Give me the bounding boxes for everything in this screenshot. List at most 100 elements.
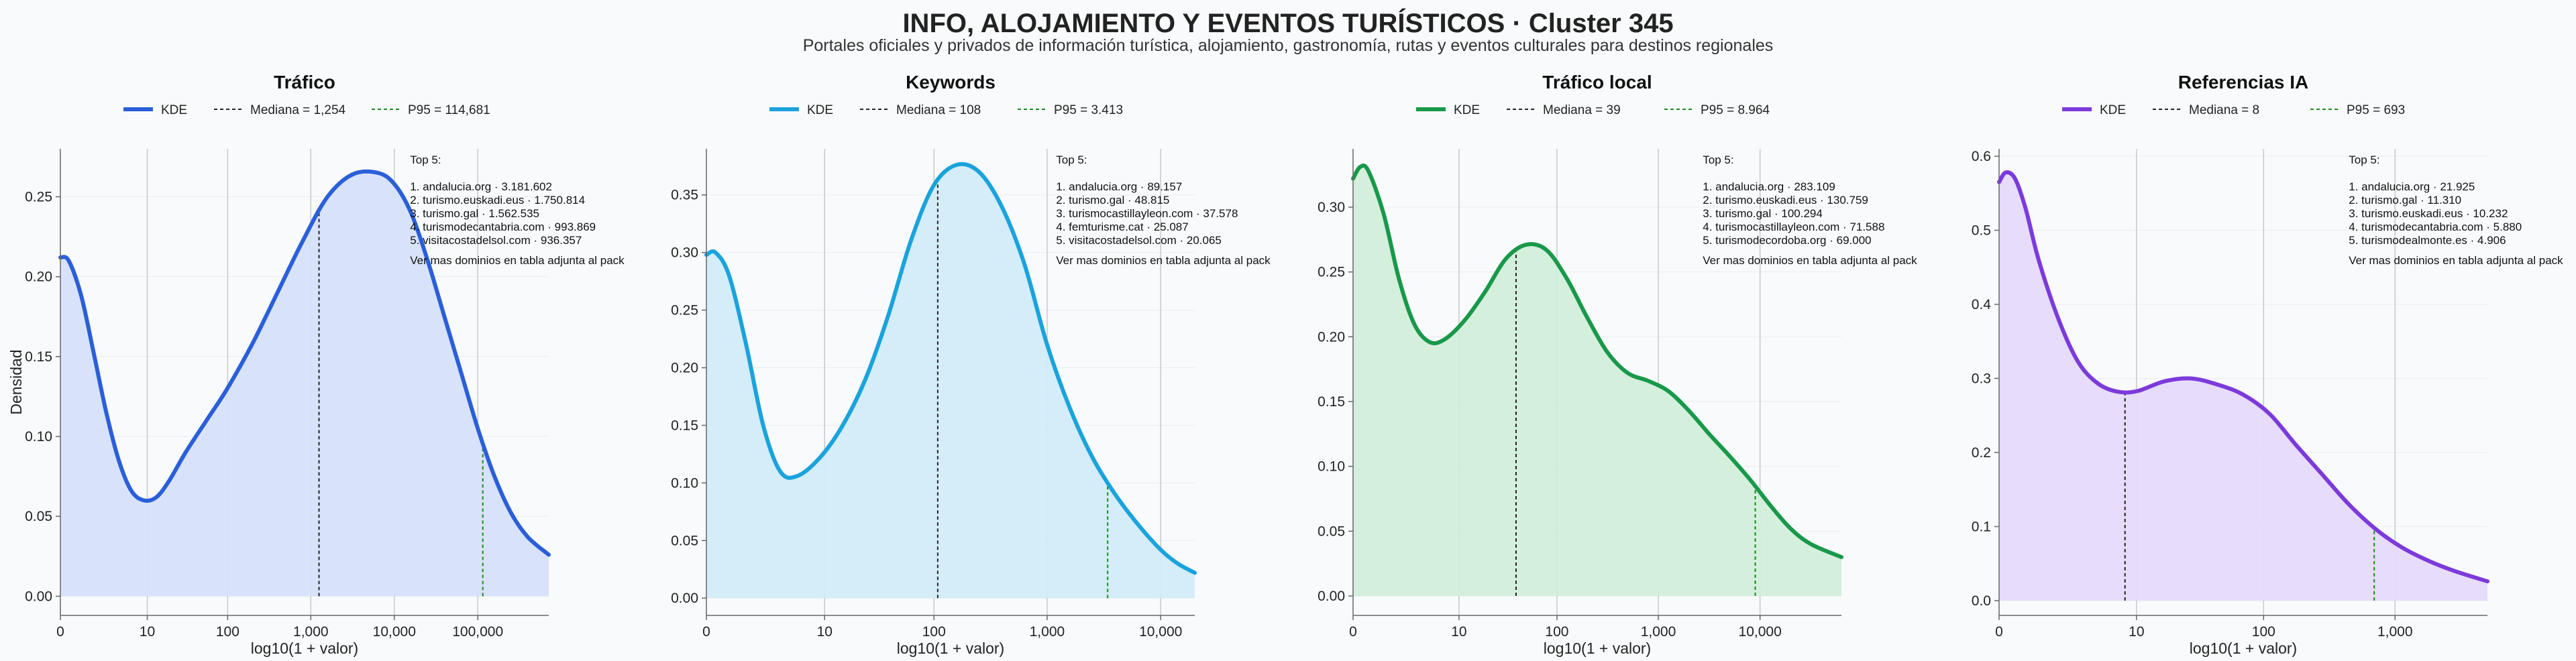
legend-median-label: Mediana = 8 bbox=[2189, 103, 2259, 117]
y-tick-label: 0.35 bbox=[671, 188, 698, 203]
y-tick-label: 0.25 bbox=[1318, 265, 1345, 280]
figure-subtitle: Portales oficiales y privados de informa… bbox=[803, 36, 1774, 55]
chart-panel-2: Keywords KDE Mediana = 108 P95 = 3.413 0.00 0… bbox=[671, 72, 1271, 657]
x-tick-label: 100 bbox=[1545, 624, 1568, 640]
panel-title: Keywords bbox=[906, 72, 996, 93]
top5-item: 2. turismo.gal · 11.310 bbox=[2349, 194, 2461, 206]
x-tick-label: 1,000 bbox=[1641, 624, 1676, 640]
panel-title: Tráfico bbox=[274, 72, 335, 93]
legend-median-label: Mediana = 1,254 bbox=[250, 103, 346, 117]
x-tick-label: 10,000 bbox=[373, 624, 416, 640]
legend: KDE Mediana = 1,254 P95 = 114,681 bbox=[123, 103, 490, 117]
x-tick-label: 0 bbox=[702, 624, 710, 640]
x-tick-label: 10 bbox=[2129, 624, 2144, 640]
top5-heading: Top 5: bbox=[1703, 154, 1733, 166]
legend-kde-label: KDE bbox=[1454, 103, 1480, 117]
x-tick-label: 0 bbox=[56, 624, 64, 640]
y-tick-label: 0.10 bbox=[1318, 459, 1345, 475]
top5-item: 1. andalucia.org · 21.925 bbox=[2349, 180, 2475, 193]
legend-p95-label: P95 = 693 bbox=[2347, 103, 2405, 117]
top5-item: 4. femturisme.cat · 25.087 bbox=[1056, 221, 1188, 233]
top5-item: 2. turismo.gal · 48.815 bbox=[1056, 194, 1169, 206]
y-tick-label: 0.2 bbox=[1972, 445, 1991, 461]
top5-item: 1. andalucia.org · 283.109 bbox=[1703, 180, 1835, 193]
x-axis-label: log10(1 + valor) bbox=[2190, 640, 2297, 657]
kde-area bbox=[1353, 165, 1841, 596]
kde-area bbox=[706, 164, 1195, 599]
y-tick-label: 0.00 bbox=[25, 589, 52, 604]
kde-line bbox=[1351, 163, 1843, 559]
y-axis-label: Densidad bbox=[7, 349, 25, 414]
legend-median-label: Mediana = 108 bbox=[896, 103, 981, 117]
top5-note: Ver mas dominios en tabla adjunta al pac… bbox=[1056, 254, 1271, 267]
top5-note: Ver mas dominios en tabla adjunta al pac… bbox=[1703, 254, 1917, 267]
kde-area bbox=[60, 171, 549, 597]
chart-panel-1: Tráfico KDE Mediana = 1,254 P95 = 114,681 0.… bbox=[25, 72, 625, 657]
x-tick-label: 10,000 bbox=[1139, 624, 1182, 640]
top5-heading: Top 5: bbox=[1056, 154, 1087, 166]
x-tick-label: 1,000 bbox=[2377, 624, 2413, 640]
top5-item: 3. turismocastillayleon.com · 37.578 bbox=[1056, 207, 1238, 220]
y-tick-label: 0.20 bbox=[1318, 329, 1345, 345]
y-tick-label: 0.3 bbox=[1972, 371, 1991, 386]
top5-item: 1. andalucia.org · 89.157 bbox=[1056, 180, 1182, 193]
legend-kde-label: KDE bbox=[161, 103, 187, 117]
y-tick-label: 0.25 bbox=[25, 190, 52, 205]
panel-title: Referencias IA bbox=[2178, 72, 2309, 93]
top5-item: 4. turismocastillayleon.com · 71.588 bbox=[1703, 221, 1884, 233]
y-tick-label: 0.25 bbox=[671, 303, 698, 318]
x-tick-label: 1,000 bbox=[293, 624, 329, 640]
top5-item: 4. turismodecantabria.com · 993.869 bbox=[410, 221, 596, 233]
y-tick-label: 0.0 bbox=[1972, 593, 1991, 609]
legend-p95-label: P95 = 3.413 bbox=[1054, 103, 1123, 117]
top5-note: Ver mas dominios en tabla adjunta al pac… bbox=[2349, 254, 2563, 267]
top5-item: 3. turismo.gal · 1.562.535 bbox=[410, 207, 539, 220]
legend: KDE Mediana = 39 P95 = 8.964 bbox=[1416, 103, 1770, 117]
top5-item: 5. turismodealmonte.es · 4.906 bbox=[2349, 234, 2506, 247]
kde-area bbox=[1999, 172, 2487, 601]
legend: KDE Mediana = 108 P95 = 3.413 bbox=[769, 103, 1123, 117]
top5-item: 5. turismodecordoba.org · 69.000 bbox=[1703, 234, 1871, 247]
kde-line bbox=[1997, 170, 2489, 584]
x-tick-label: 10 bbox=[817, 624, 833, 640]
y-tick-label: 0.05 bbox=[25, 509, 52, 524]
x-axis-label: log10(1 + valor) bbox=[251, 640, 358, 657]
legend-median-label: Mediana = 39 bbox=[1543, 103, 1621, 117]
top5-item: 4. turismodecantabria.com · 5.880 bbox=[2349, 221, 2522, 233]
x-axis-label: log10(1 + valor) bbox=[1544, 640, 1651, 657]
y-tick-label: 0.5 bbox=[1972, 223, 1991, 239]
y-tick-label: 0.15 bbox=[1318, 394, 1345, 410]
top5-item: 5. visitacostadelsol.com · 936.357 bbox=[410, 234, 582, 247]
top5-item: 3. turismo.gal · 100.294 bbox=[1703, 207, 1823, 220]
kde-line bbox=[704, 162, 1197, 575]
y-tick-label: 0.15 bbox=[671, 418, 698, 433]
y-tick-label: 0.05 bbox=[671, 533, 698, 548]
y-tick-label: 0.05 bbox=[1318, 524, 1345, 539]
top5-note: Ver mas dominios en tabla adjunta al pac… bbox=[410, 254, 625, 267]
y-tick-label: 0.30 bbox=[671, 245, 698, 261]
y-tick-label: 0.00 bbox=[671, 591, 698, 606]
chart-panel-4: Referencias IA KDE Mediana = 8 P95 = 693 0.0… bbox=[1972, 72, 2563, 657]
x-tick-label: 100 bbox=[2252, 624, 2275, 640]
top5-item: 3. turismo.euskadi.eus · 10.232 bbox=[2349, 207, 2508, 220]
chart-panel-3: Tráfico local KDE Mediana = 39 P95 = 8.964 0… bbox=[1318, 72, 1917, 657]
x-tick-label: 100 bbox=[922, 624, 946, 640]
kde-line bbox=[58, 169, 551, 557]
top5-heading: Top 5: bbox=[410, 154, 441, 166]
top5-item: 1. andalucia.org · 3.181.602 bbox=[410, 180, 552, 193]
panels: Tráfico KDE Mediana = 1,254 P95 = 114,681 0.… bbox=[25, 72, 2563, 657]
y-tick-label: 0.10 bbox=[671, 475, 698, 491]
legend-kde-label: KDE bbox=[2100, 103, 2126, 117]
figure-title: INFO, ALOJAMIENTO Y EVENTOS TURÍSTICOS ·… bbox=[902, 8, 1673, 38]
x-tick-label: 1,000 bbox=[1030, 624, 1065, 640]
y-tick-label: 0.00 bbox=[1318, 589, 1345, 604]
top5-item: 2. turismo.euskadi.eus · 1.750.814 bbox=[410, 194, 585, 206]
top5-item: 5. visitacostadelsol.com · 20.065 bbox=[1056, 234, 1222, 247]
top5-item: 2. turismo.euskadi.eus · 130.759 bbox=[1703, 194, 1868, 206]
x-tick-label: 10 bbox=[140, 624, 155, 640]
panel-title: Tráfico local bbox=[1542, 72, 1652, 93]
x-tick-label: 0 bbox=[1349, 624, 1357, 640]
